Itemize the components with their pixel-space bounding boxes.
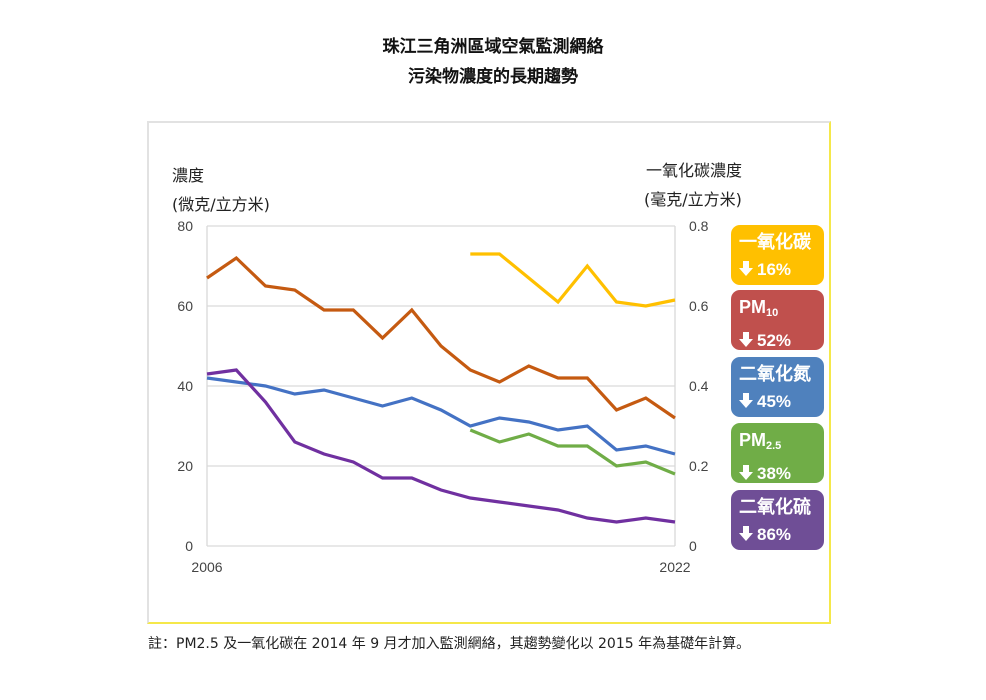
legend-badge: 二氧化氮 45% [731, 357, 824, 417]
badge-change-value: 52% [757, 331, 792, 350]
series-line- [206, 368, 676, 524]
badge-change: 86% [739, 523, 824, 547]
chart-title-line2: 污染物濃度的長期趨勢 [408, 67, 578, 87]
x-tick-label: 2006 [191, 559, 222, 575]
badge-change: 45% [739, 390, 824, 414]
right-y-tick: 0.4 [689, 378, 709, 394]
gridlines [206, 225, 676, 547]
left-y-tick: 0 [185, 538, 193, 554]
chart-title-line1: 珠江三角洲區域空氣監測網絡 [382, 37, 604, 57]
legend-badge: 二氧化硫 86% [731, 490, 824, 550]
badge-change-value: 38% [757, 464, 792, 483]
left-y-tick: 80 [177, 218, 193, 234]
series-line- [206, 376, 676, 456]
x-tick-label: 2022 [659, 559, 690, 575]
badge-change-value: 86% [757, 525, 792, 544]
badge-pollutant-name: PM10 [739, 297, 779, 319]
series-line-pm25 [469, 428, 676, 476]
right-y-tick: 0.6 [689, 298, 709, 314]
badge-change-value: 45% [757, 392, 792, 411]
down-arrow-icon [739, 462, 753, 486]
badge-change-value: 16% [757, 260, 792, 279]
badge-subscript: 2.5 [766, 440, 782, 452]
badge-change: 52% [739, 329, 824, 353]
axis-ticks: 0 0 20 0.2 40 0.4 60 0.6 80 0.8 2006 2022 [177, 218, 708, 575]
right-y-tick: 0.8 [689, 218, 709, 234]
series-lines [206, 252, 676, 524]
series-line-pm10 [206, 255, 676, 420]
chart-frame [147, 121, 831, 624]
legend-badge: PM2.5 38% [731, 423, 824, 483]
legend-badge: 一氧化碳 16% [731, 225, 824, 285]
down-arrow-icon [739, 329, 753, 353]
left-axis-label-line1: 濃度 [172, 166, 205, 185]
footnote: 註：PM2.5 及一氧化碳在 2014 年 9 月才加入監測網絡，其趨勢變化以 … [148, 636, 751, 652]
badge-pollutant-name: PM2.5 [739, 430, 782, 452]
left-y-tick: 60 [177, 298, 193, 314]
down-arrow-icon [739, 390, 753, 414]
left-axis-label-line2: (微克/立方米) [172, 195, 270, 214]
right-y-tick: 0 [689, 538, 697, 554]
series-line- [470, 252, 676, 308]
badge-change: 38% [739, 462, 824, 486]
legend-badge: PM10 52% [731, 290, 824, 350]
right-axis-label-line2: (毫克/立方米) [644, 190, 742, 209]
badge-change: 16% [739, 258, 824, 282]
left-y-tick: 40 [177, 378, 193, 394]
down-arrow-icon [739, 258, 753, 282]
down-arrow-icon [739, 523, 753, 547]
right-axis-label-line1: 一氧化碳濃度 [646, 161, 743, 180]
left-y-tick: 20 [177, 458, 193, 474]
badge-pollutant-name: 二氧化硫 [739, 497, 811, 517]
badge-pollutant-name: 一氧化碳 [739, 232, 811, 252]
right-y-tick: 0.2 [689, 458, 709, 474]
badge-subscript: 10 [766, 307, 779, 319]
badge-pollutant-name: 二氧化氮 [739, 364, 811, 384]
